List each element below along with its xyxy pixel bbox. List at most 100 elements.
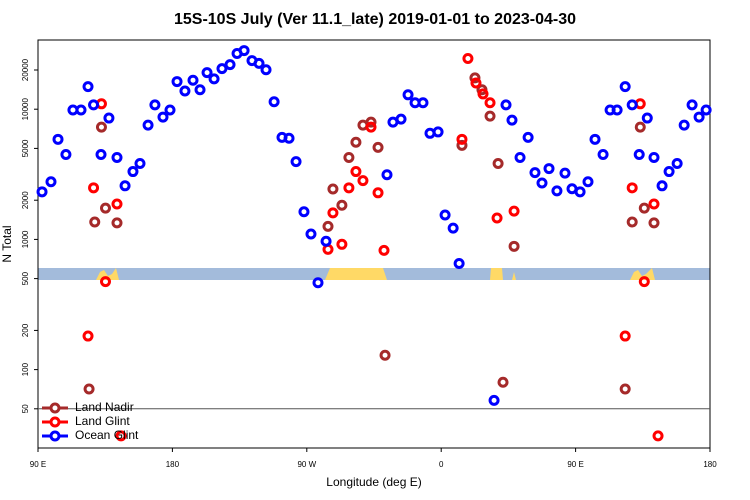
- point: [477, 88, 489, 100]
- point: [194, 84, 206, 96]
- point: [45, 176, 57, 188]
- legend-marker: [49, 416, 61, 428]
- x-tick-label: 180: [166, 460, 180, 469]
- point: [497, 376, 509, 388]
- x-tick-label: 90 W: [297, 460, 316, 469]
- point: [656, 180, 668, 192]
- point: [456, 133, 468, 145]
- point: [379, 349, 391, 361]
- land-strip: [512, 272, 516, 280]
- point: [290, 156, 302, 168]
- y-tick-label: 10000: [21, 98, 30, 121]
- point: [157, 111, 169, 123]
- x-tick-label: 90 E: [30, 460, 46, 469]
- point: [208, 73, 220, 85]
- x-axis-label: Longitude (deg E): [326, 475, 421, 489]
- point: [36, 186, 48, 198]
- point: [626, 216, 638, 228]
- point: [439, 209, 451, 221]
- point: [224, 59, 236, 71]
- point: [88, 99, 100, 111]
- point: [268, 96, 280, 108]
- point: [99, 202, 111, 214]
- land-strip: [96, 268, 119, 280]
- point: [432, 126, 444, 138]
- point: [484, 97, 496, 109]
- point: [678, 119, 690, 131]
- point: [365, 116, 377, 128]
- point: [488, 394, 500, 406]
- point: [322, 220, 334, 232]
- legend-label: Land Glint: [75, 414, 130, 428]
- point: [619, 81, 631, 93]
- legend-marker: [49, 430, 61, 442]
- legend-marker: [49, 402, 61, 414]
- point: [127, 166, 139, 178]
- point: [626, 99, 638, 111]
- point: [378, 244, 390, 256]
- point: [671, 157, 683, 169]
- point: [611, 104, 623, 116]
- point: [171, 76, 183, 88]
- point: [111, 198, 123, 210]
- plot-frame: [37, 39, 711, 449]
- point: [119, 180, 131, 192]
- point: [187, 74, 199, 86]
- point: [491, 212, 503, 224]
- point: [626, 182, 638, 194]
- point: [638, 276, 650, 288]
- point: [95, 121, 107, 133]
- point: [142, 119, 154, 131]
- point: [470, 77, 482, 89]
- y-tick-label: 100: [21, 362, 30, 376]
- point: [343, 182, 355, 194]
- point: [111, 217, 123, 229]
- point: [260, 64, 272, 76]
- point: [597, 148, 609, 160]
- point: [638, 202, 650, 214]
- point: [648, 217, 660, 229]
- point: [149, 99, 161, 111]
- point: [115, 430, 127, 442]
- point: [492, 157, 504, 169]
- point: [506, 114, 518, 126]
- point: [536, 177, 548, 189]
- y-tick-label: 5000: [21, 139, 30, 157]
- point: [582, 176, 594, 188]
- x-tick-label: 90 E: [567, 460, 583, 469]
- point: [484, 110, 496, 122]
- point: [103, 112, 115, 124]
- point: [529, 167, 541, 179]
- point: [522, 131, 534, 143]
- point: [327, 183, 339, 195]
- point: [514, 151, 526, 163]
- land-strip: [630, 268, 655, 280]
- point: [201, 67, 213, 79]
- point: [83, 383, 95, 395]
- point: [365, 121, 377, 133]
- point: [641, 112, 653, 124]
- point: [111, 151, 123, 163]
- point: [52, 133, 64, 145]
- point: [238, 45, 250, 57]
- point: [327, 207, 339, 219]
- chart-title: 15S-10S July (Ver 11.1_late) 2019-01-01 …: [174, 11, 576, 28]
- point: [551, 185, 563, 197]
- land-strip: [325, 268, 387, 280]
- legend-label: Land Nadir: [75, 400, 134, 414]
- point: [312, 277, 324, 289]
- y-axis-label: N Total: [0, 225, 14, 262]
- point: [253, 57, 265, 69]
- point: [456, 139, 468, 151]
- point: [619, 330, 631, 342]
- point: [88, 182, 100, 194]
- point: [350, 136, 362, 148]
- point: [634, 121, 646, 133]
- point: [298, 206, 310, 218]
- point: [164, 104, 176, 116]
- point: [462, 53, 474, 65]
- point: [663, 166, 675, 178]
- point: [559, 167, 571, 179]
- point: [619, 383, 631, 395]
